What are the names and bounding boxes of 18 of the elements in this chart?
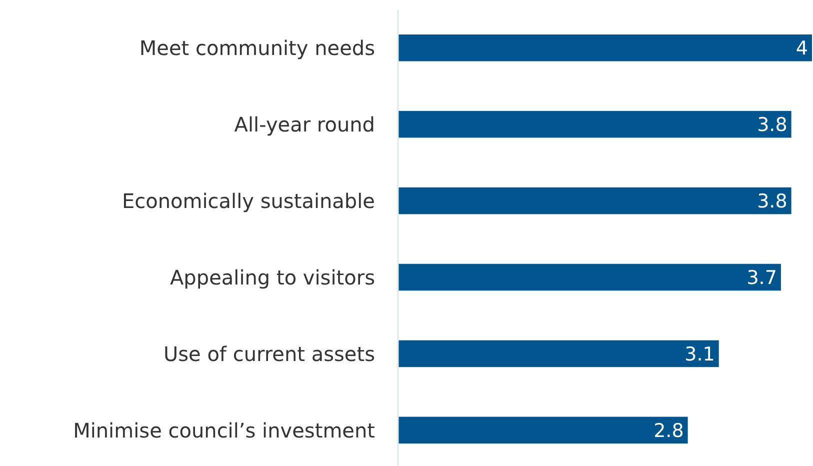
y-tick-label: Use of current assets <box>163 342 375 366</box>
data-label: 4 <box>796 38 808 60</box>
y-tick-label: Appealing to visitors <box>170 265 375 290</box>
data-label: 3.8 <box>757 114 788 136</box>
bar <box>398 264 781 291</box>
y-tick-label: Minimise council’s investment <box>73 418 376 442</box>
bar <box>398 110 792 138</box>
data-label: 3.1 <box>684 344 715 366</box>
y-tick-label: Meet community needs <box>139 36 375 60</box>
bar <box>398 340 719 368</box>
data-label: 3.8 <box>757 190 788 213</box>
data-label: 3.7 <box>746 267 777 290</box>
bar <box>398 34 812 62</box>
y-tick-label: All-year round <box>234 112 375 137</box>
bar <box>398 416 688 444</box>
data-label: 2.8 <box>654 420 684 442</box>
y-tick-label: Economically sustainable <box>122 188 375 213</box>
bar <box>398 187 792 214</box>
